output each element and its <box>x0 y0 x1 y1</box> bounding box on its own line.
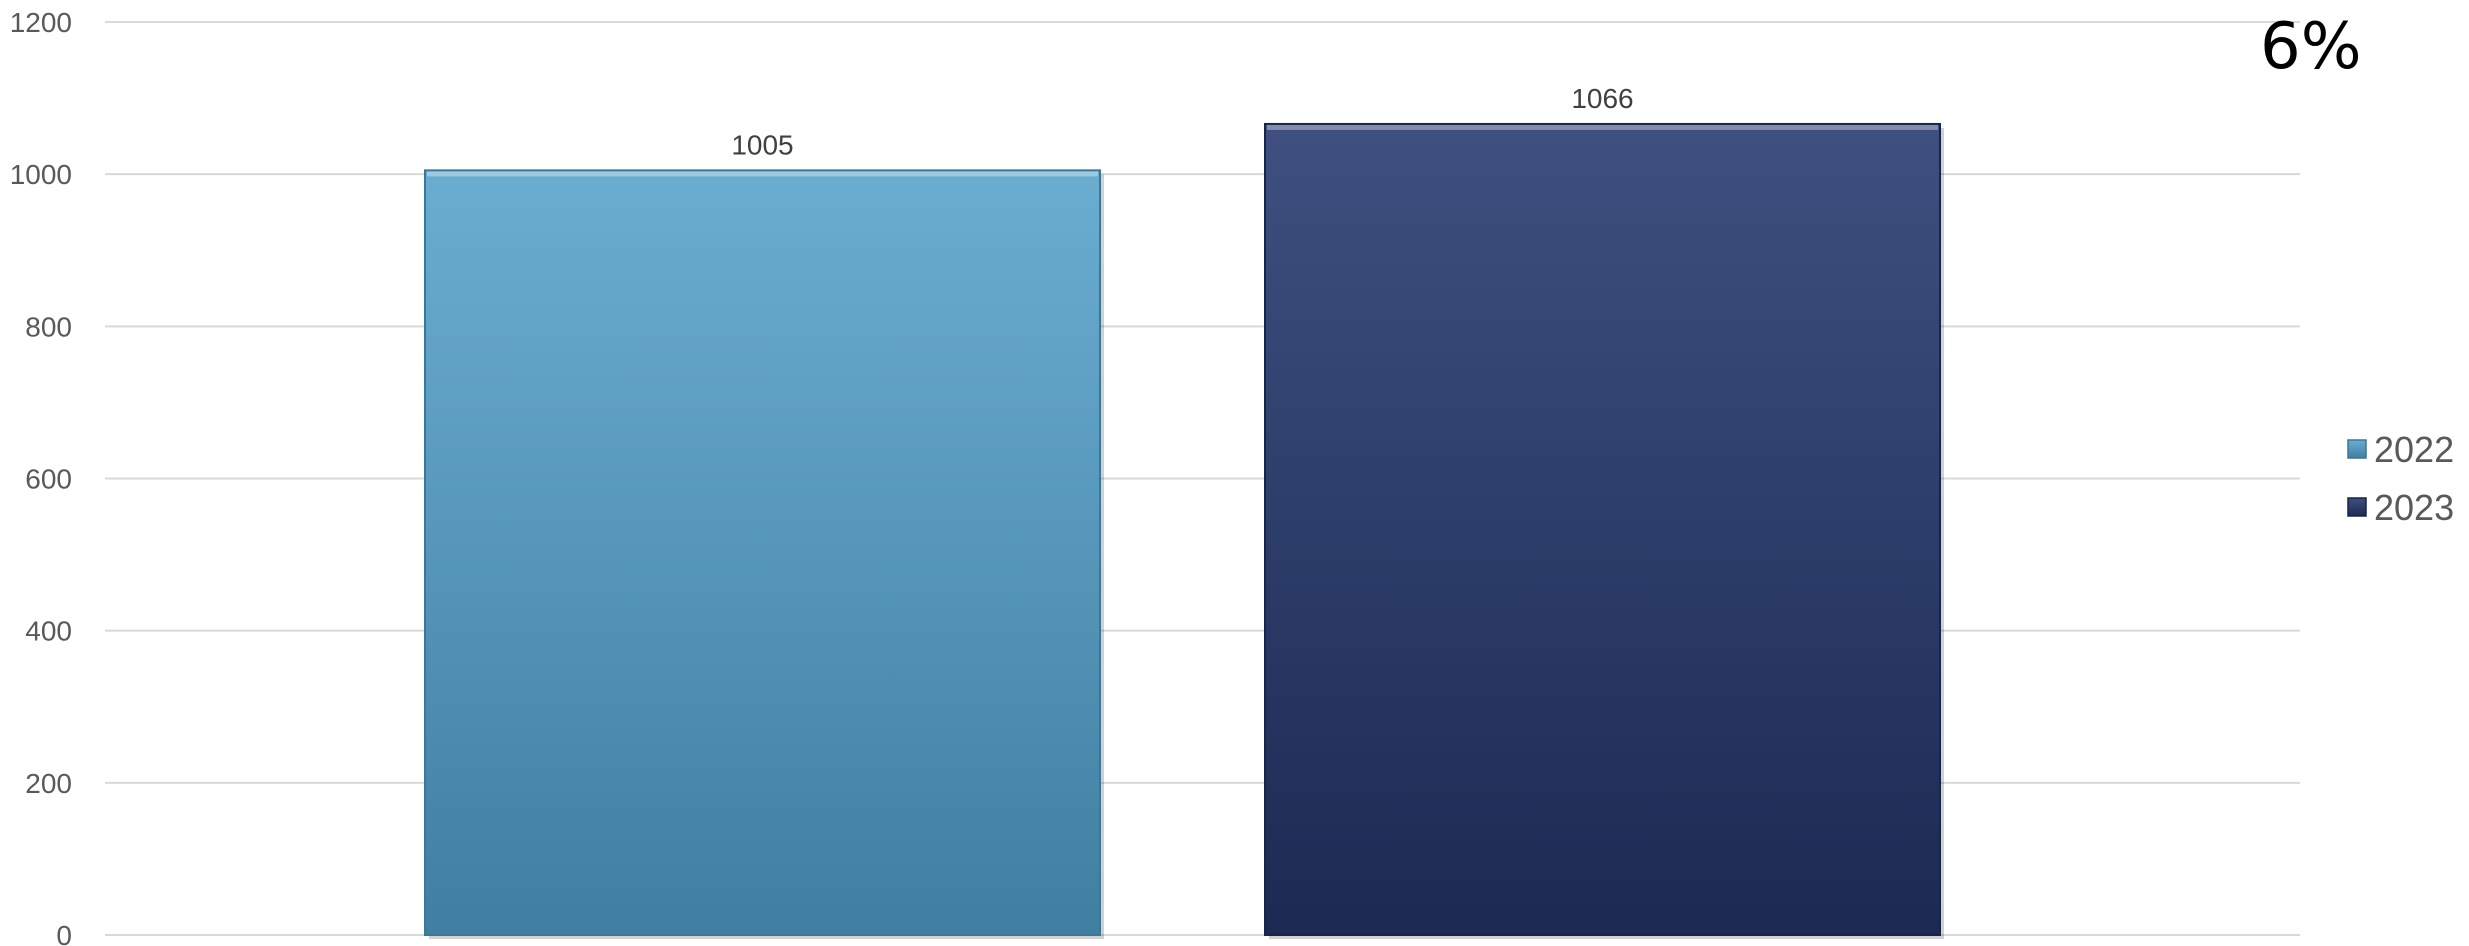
legend-label-2022: 2022 <box>2374 429 2454 470</box>
data-label-2022: 1005 <box>731 129 793 160</box>
bar-highlight <box>427 171 1098 177</box>
bar-2023 <box>1264 122 1941 937</box>
legend-swatch-2023 <box>2347 497 2367 517</box>
legend: 2022 2023 <box>2347 429 2454 528</box>
legend-swatch-2022 <box>2347 439 2367 459</box>
y-tick-label: 200 <box>25 768 72 799</box>
bar-highlight <box>1267 124 1938 130</box>
y-tick-label: 600 <box>25 464 72 495</box>
bars <box>424 122 1944 940</box>
percent-change-annotation: 6% <box>2260 10 2362 84</box>
y-tick-label: 400 <box>25 616 72 647</box>
y-axis-ticks: 0 200 400 600 800 1000 1200 <box>10 7 72 946</box>
legend-label-2023: 2023 <box>2374 487 2454 528</box>
y-tick-label: 1000 <box>10 159 72 190</box>
y-tick-label: 0 <box>56 920 72 946</box>
data-label-2023: 1066 <box>1571 83 1633 114</box>
y-tick-label: 1200 <box>10 7 72 38</box>
data-labels: 1005 1066 <box>731 83 1633 160</box>
y-tick-label: 800 <box>25 311 72 342</box>
bar-2022 <box>424 169 1101 937</box>
